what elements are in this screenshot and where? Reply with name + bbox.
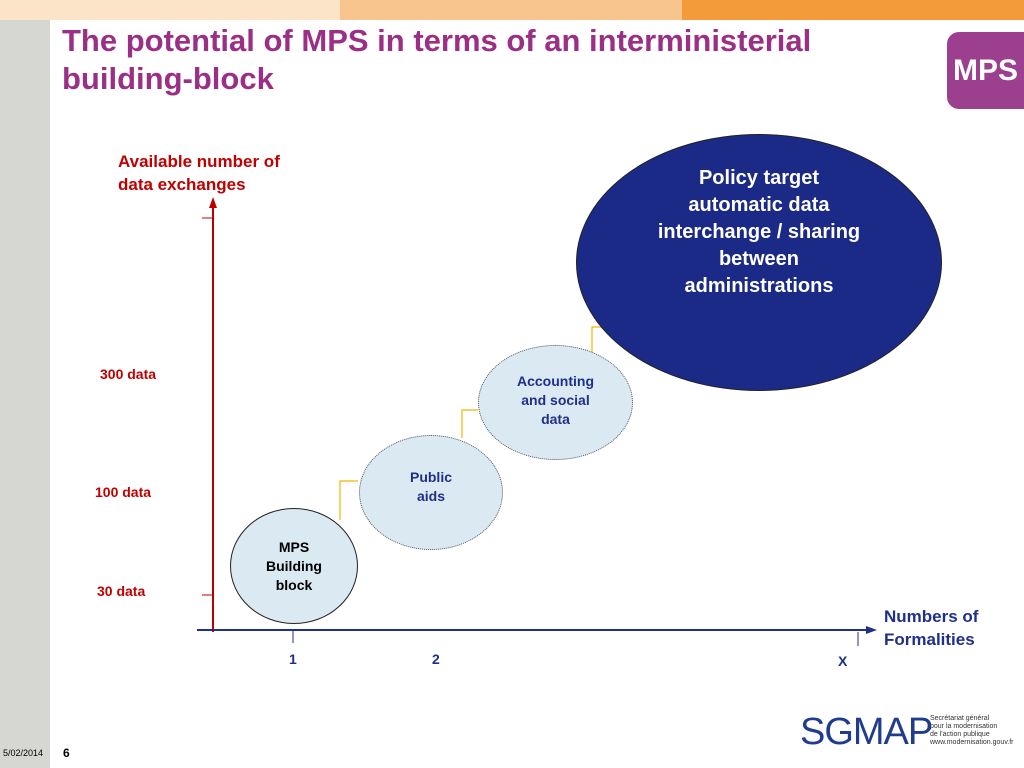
sgmap-tagline-line-1: Secrétariat général — [930, 715, 990, 722]
bubble-public-aids: Public aids — [359, 435, 503, 550]
x-axis-title: Numbers of Formalities — [884, 605, 978, 651]
sgmap-logo-word: SGMAP — [800, 711, 933, 753]
bubble-public-line-2: aids — [416, 487, 445, 504]
mps-logo: MPS — [947, 32, 1024, 109]
bubble-acct-line-1: Accounting — [517, 373, 594, 389]
sgmap-tagline-line-4: www.modernisation.gouv.fr — [930, 739, 1014, 746]
sgmap-tagline-line-2: pour la modernisation — [930, 723, 998, 730]
step-connector-1 — [339, 480, 358, 520]
bubble-policy-line-3: interchange / sharing — [657, 221, 861, 243]
slide-date: 5/02/2014 — [3, 748, 44, 758]
y-axis-title-line-2: data exchanges — [118, 175, 246, 194]
step-connector-2 — [461, 409, 478, 438]
x-axis-title-line-1: Numbers of — [884, 607, 979, 626]
bubble-mps-building-block: MPS Building block — [230, 508, 358, 624]
bubble-policy-line-5: administrations — [684, 275, 834, 297]
page-number: 6 — [63, 746, 70, 760]
bubble-accounting-social-data: Accounting and social data — [478, 345, 633, 460]
bubble-acct-line-3: data — [541, 411, 570, 427]
y-tick-100: 100 data — [95, 484, 152, 500]
bubble-mps-line-3: block — [275, 576, 313, 593]
bubble-policy-line-2: automatic data — [688, 194, 830, 216]
bubble-public-line-1: Public — [409, 468, 452, 485]
x-tick-label-1: 1 — [289, 651, 297, 667]
bubble-policy-line-4: between — [718, 248, 799, 270]
y-tick-300: 300 data — [100, 366, 157, 382]
sgmap-tagline-line-3: de l'action publique — [930, 731, 990, 738]
y-axis-arrow — [209, 197, 217, 208]
bubble-mps-line-2: Building — [266, 557, 322, 574]
x-tick-label-2: 2 — [432, 651, 440, 667]
slide-title: The potential of MPS in terms of an inte… — [62, 22, 932, 98]
title-line-2: building-block — [62, 61, 274, 96]
sgmap-tagline: Secrétariat général pour la modernisatio… — [930, 715, 1020, 747]
title-line-1: The potential of MPS in terms of an inte… — [62, 23, 812, 58]
bubble-policy-line-1: Policy target — [698, 167, 820, 189]
bubble-policy-target: Policy target automatic data interchange… — [576, 134, 942, 391]
x-axis-title-line-2: Formalities — [884, 630, 975, 649]
x-tick-label-x: X — [838, 653, 848, 669]
top-color-bar — [0, 0, 1024, 20]
y-tick-30: 30 data — [97, 583, 146, 599]
y-axis-title: Available number of data exchanges — [118, 150, 280, 196]
y-axis-title-line-1: Available number of — [118, 152, 280, 171]
bubble-acct-line-2: and social — [521, 392, 590, 408]
sgmap-logo: SGMAP Secrétariat général pour la modern… — [800, 711, 1014, 753]
bubble-mps-line-1: MPS — [278, 538, 310, 555]
x-axis-arrow — [866, 626, 877, 634]
left-side-bar — [0, 20, 50, 768]
